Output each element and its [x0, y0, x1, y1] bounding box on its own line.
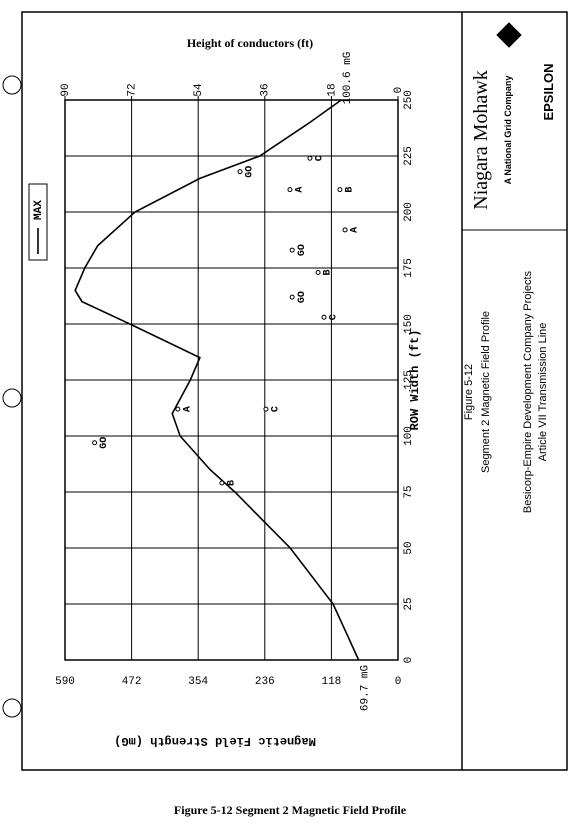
legend: MAX: [28, 183, 48, 261]
x-tick-label: 75: [403, 485, 415, 498]
y-tick-label: 472: [122, 676, 142, 688]
conductor-label: B: [345, 187, 356, 193]
conductor-label: C: [271, 406, 282, 412]
legend-box: [28, 183, 48, 261]
x-axis-title: ROW Width (ft): [408, 330, 422, 431]
x-tick-label: 175: [403, 258, 415, 278]
caption: Figure 5-12 Segment 2 Magnetic Field Pro…: [174, 803, 407, 817]
binder-hole: [2, 75, 22, 95]
conductor-marker: [219, 480, 225, 486]
conductor-label: B: [323, 269, 334, 275]
conductor-marker: [342, 227, 348, 233]
conductor-marker: [92, 440, 98, 446]
conductor-marker: [307, 155, 313, 161]
consultant: EPSILON: [541, 63, 556, 120]
y2-tick-label: 90: [60, 83, 72, 96]
conductor-label: GO: [99, 437, 110, 449]
conductor-marker: [289, 247, 295, 253]
y-tick-label: 590: [55, 676, 75, 688]
x-tick-label: 150: [403, 314, 415, 334]
conductor-marker: [315, 269, 321, 275]
x-tick-label: 50: [403, 541, 415, 554]
y2-axis-title: Height of conductors (ft): [187, 36, 313, 50]
binder-hole: [2, 698, 22, 718]
y-tick-label: 118: [321, 676, 341, 688]
conductor-label: GO: [297, 291, 308, 303]
conductor-marker: [337, 187, 343, 193]
conductor-marker: [175, 406, 181, 412]
conductor-label: GO: [297, 244, 308, 256]
y-axis-title: Magnetic Field Strength (mG): [114, 734, 316, 748]
y2-tick-label: 0: [393, 87, 405, 94]
project: Besicorp-Empire Development Company Proj…: [522, 270, 534, 513]
conductor-label: A: [182, 406, 193, 412]
conductor-label: C: [329, 314, 340, 320]
x-tick-label: 250: [403, 90, 415, 110]
conductor-marker: [287, 187, 293, 193]
x-tick-label: 125: [403, 370, 415, 390]
figure-number: Figure 5-12: [463, 364, 475, 420]
conductor-label: A: [295, 187, 306, 193]
legend-label: MAX: [33, 200, 45, 220]
figure-title: Segment 2 Magnetic Field Profile: [480, 311, 492, 473]
y-tick-label: 354: [188, 676, 208, 688]
conductor-label: B: [227, 480, 238, 486]
frame: [21, 11, 568, 771]
logo-diamond: [496, 22, 522, 48]
x-tick-label: 100: [403, 426, 415, 446]
conductor-label: A: [350, 227, 361, 233]
line: [74, 99, 360, 661]
x-tick-label: 200: [403, 202, 415, 222]
company: Niagara Mohawk: [470, 70, 492, 209]
conductor-marker: [321, 314, 327, 320]
conductor-label: C: [315, 155, 326, 161]
y2-tick-label: 18: [326, 83, 338, 96]
conductor-label: GO: [245, 166, 256, 178]
y2-tick-label: 54: [193, 83, 205, 97]
binder-hole: [2, 388, 22, 408]
conductor-marker: [289, 294, 295, 300]
conductor-marker: [237, 169, 243, 175]
value-label: 69.7 mG: [360, 665, 372, 711]
y2-tick-label: 36: [260, 83, 272, 96]
x-tick-label: 25: [403, 597, 415, 610]
conductor-marker: [263, 406, 269, 412]
y-tick-label: 236: [255, 676, 275, 688]
x-tick-label: 0: [403, 657, 415, 664]
value-label: 100.6 mG: [342, 52, 354, 105]
project-sub: Article VII Transmission Line: [537, 323, 549, 462]
x-tick-label: 225: [403, 146, 415, 166]
y-tick-label: 0: [395, 676, 402, 688]
y2-tick-label: 72: [127, 83, 139, 96]
company-sub: A National Grid Company: [503, 76, 513, 185]
